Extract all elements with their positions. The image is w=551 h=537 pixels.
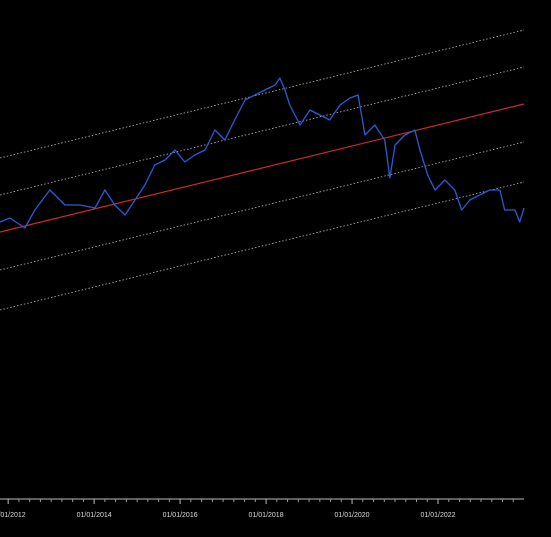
channel-line bbox=[0, 66, 525, 196]
x-tick-label: 01/01/2022 bbox=[421, 512, 456, 519]
x-tick-label: 01/01/2014 bbox=[77, 512, 112, 519]
x-tick-label: 01/01/2018 bbox=[249, 512, 284, 519]
channel-line bbox=[0, 29, 525, 159]
x-tick-label: 01/01/2012 bbox=[0, 512, 26, 519]
channel-line bbox=[0, 141, 525, 271]
regression-line bbox=[0, 103, 525, 233]
x-tick-label: 01/01/2016 bbox=[163, 512, 198, 519]
price-line bbox=[0, 77, 525, 229]
channel-line bbox=[0, 181, 525, 311]
x-tick-label: 01/01/2020 bbox=[335, 512, 370, 519]
